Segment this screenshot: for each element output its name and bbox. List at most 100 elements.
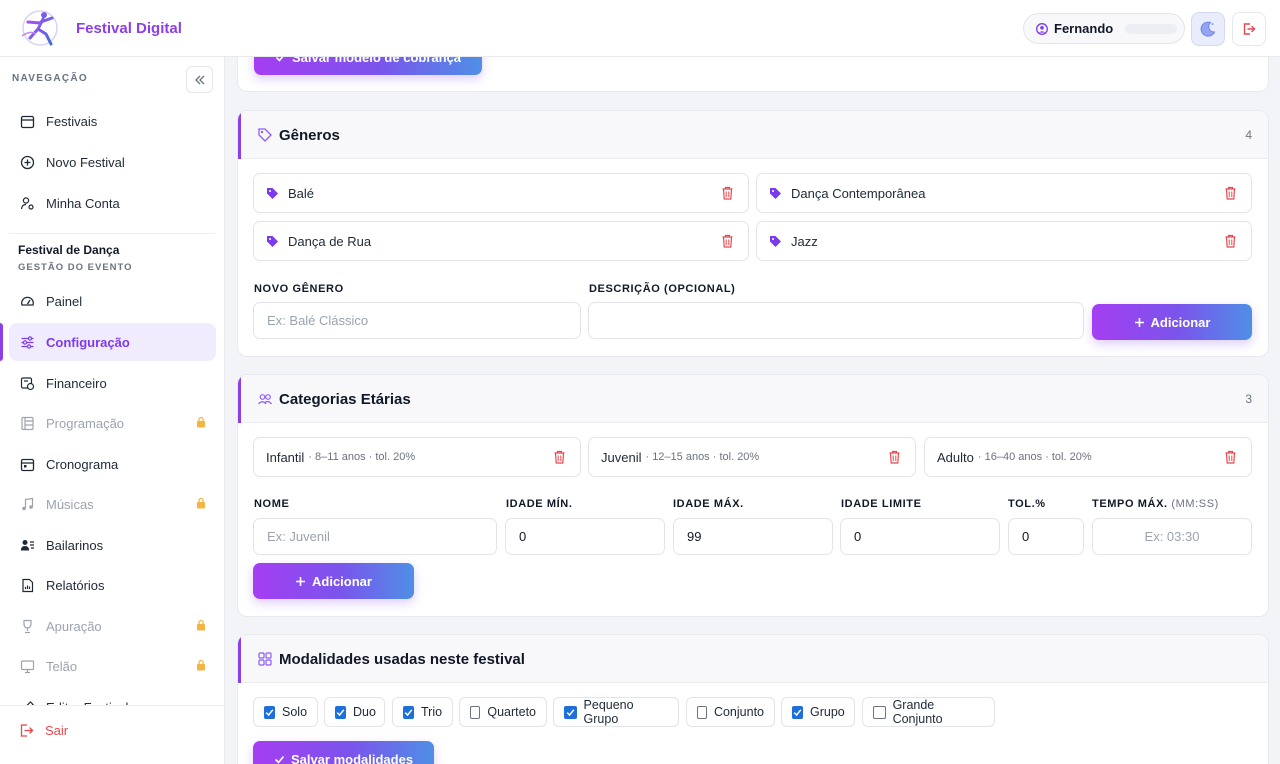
genres-header: Gêneros 4 bbox=[238, 111, 1268, 159]
sidebar-item-novo-festival[interactable]: Novo Festival bbox=[9, 143, 216, 181]
age-category-name: Infantil bbox=[266, 449, 305, 465]
logout-button[interactable]: Sair bbox=[19, 723, 68, 738]
limit-age-input[interactable] bbox=[840, 518, 1000, 555]
check-icon bbox=[274, 754, 285, 764]
user-name: Fernando bbox=[1054, 21, 1114, 36]
checkbox-unchecked[interactable] bbox=[470, 705, 481, 719]
trophy-icon bbox=[19, 618, 35, 634]
max-time-unit: (MM:SS) bbox=[1171, 498, 1219, 510]
genre-description-input[interactable] bbox=[588, 302, 1084, 339]
collapse-sidebar-button[interactable] bbox=[186, 66, 213, 93]
modality-label: Solo bbox=[282, 705, 308, 719]
sidebar-item-financeiro[interactable]: Financeiro bbox=[9, 364, 216, 402]
category-name-input[interactable] bbox=[253, 518, 497, 555]
chevrons-left-icon bbox=[194, 74, 206, 86]
delete-genre-button[interactable] bbox=[1224, 234, 1237, 248]
delete-genre-button[interactable] bbox=[1224, 186, 1237, 200]
modalities-title: Modalidades usadas neste festival bbox=[279, 651, 525, 668]
delete-category-button[interactable] bbox=[553, 450, 566, 464]
user-icon bbox=[1036, 22, 1048, 35]
modality-solo[interactable]: Solo bbox=[253, 697, 318, 727]
user-gear-icon bbox=[19, 195, 35, 211]
delete-genre-button[interactable] bbox=[721, 186, 734, 200]
sidebar-item-painel[interactable]: Painel bbox=[9, 282, 216, 320]
music-icon bbox=[19, 496, 35, 512]
sidebar-item-telao[interactable]: Telão bbox=[9, 647, 216, 685]
modality-quarteto[interactable]: Quarteto bbox=[459, 697, 547, 727]
checkbox-checked[interactable] bbox=[403, 705, 414, 719]
modality-grupo[interactable]: Grupo bbox=[781, 697, 855, 727]
age-category-chip: Adulto · 16–40 anos · tol. 20% bbox=[924, 437, 1252, 477]
user-menu[interactable]: Fernando bbox=[1023, 13, 1185, 44]
modalities-header: Modalidades usadas neste festival bbox=[238, 635, 1268, 683]
modality-grande-conjunto[interactable]: Grande Conjunto bbox=[862, 697, 995, 727]
genre-name: Dança Contemporânea bbox=[791, 185, 926, 201]
delete-category-button[interactable] bbox=[1224, 450, 1237, 464]
new-genre-input[interactable] bbox=[253, 302, 581, 339]
max-time-input[interactable] bbox=[1092, 518, 1252, 555]
dancers-icon bbox=[19, 537, 35, 553]
modality-trio[interactable]: Trio bbox=[392, 697, 453, 727]
top-bar: Festival Digital Fernando bbox=[0, 0, 1280, 57]
dancer-logo-icon bbox=[16, 8, 60, 48]
sidebar-item-relatorios[interactable]: Relatórios bbox=[9, 566, 216, 604]
logout-top-button[interactable] bbox=[1232, 12, 1266, 46]
tag-icon bbox=[266, 235, 279, 248]
sidebar-item-label: Músicas bbox=[46, 496, 94, 512]
modality-label: Duo bbox=[353, 705, 376, 719]
logout-icon bbox=[1242, 22, 1256, 36]
sidebar: NAVEGAÇÃO Festivais Novo Festival Minha … bbox=[0, 57, 225, 764]
modality-label: Trio bbox=[421, 705, 443, 719]
checkbox-checked[interactable] bbox=[264, 705, 275, 719]
modality-duo[interactable]: Duo bbox=[324, 697, 385, 727]
sidebar-item-bailarinos[interactable]: Bailarinos bbox=[9, 526, 216, 564]
checkbox-unchecked[interactable] bbox=[697, 705, 707, 719]
sidebar-item-configuracao[interactable]: Configuração bbox=[9, 323, 216, 361]
lock-icon bbox=[196, 497, 206, 509]
theme-toggle-button[interactable] bbox=[1191, 12, 1225, 46]
modality-label: Conjunto bbox=[713, 705, 764, 719]
monitor-icon bbox=[19, 658, 35, 674]
modality-conjunto[interactable]: Conjunto bbox=[686, 697, 775, 727]
sidebar-item-label: Configuração bbox=[46, 334, 130, 350]
sidebar-item-label: Financeiro bbox=[46, 375, 107, 391]
min-age-input[interactable] bbox=[505, 518, 665, 555]
header-accent bbox=[238, 635, 241, 683]
max-age-input[interactable] bbox=[673, 518, 833, 555]
sidebar-item-musicas[interactable]: Músicas bbox=[9, 485, 216, 523]
genre-chip: Dança de Rua bbox=[253, 221, 749, 261]
save-modalities-button[interactable]: Salvar modalidades bbox=[253, 741, 434, 764]
sidebar-item-programacao[interactable]: Programação bbox=[9, 404, 216, 442]
lock-icon bbox=[196, 659, 206, 671]
sidebar-item-label: Painel bbox=[46, 293, 83, 309]
lock-icon bbox=[196, 416, 206, 428]
sidebar-item-label: Festivais bbox=[46, 113, 98, 129]
checkbox-checked[interactable] bbox=[564, 705, 577, 719]
sidebar-divider bbox=[9, 233, 215, 234]
add-category-label: Adicionar bbox=[312, 573, 372, 589]
modality-label: Pequeno Grupo bbox=[583, 698, 634, 726]
checkbox-unchecked[interactable] bbox=[873, 705, 886, 719]
add-category-button[interactable]: Adicionar bbox=[253, 563, 414, 599]
modality-pequeno-grupo[interactable]: Pequeno Grupo bbox=[553, 697, 679, 727]
logout-icon bbox=[19, 723, 34, 738]
active-indicator bbox=[0, 323, 3, 361]
add-genre-button[interactable]: Adicionar bbox=[1092, 304, 1252, 340]
age-category-meta: · 8–11 anos · tol. 20% bbox=[308, 451, 416, 463]
logout-label: Sair bbox=[45, 723, 69, 738]
moon-icon bbox=[1199, 20, 1217, 38]
sidebar-item-apuracao[interactable]: Apuração bbox=[9, 607, 216, 645]
checkbox-checked[interactable] bbox=[792, 705, 803, 719]
age-categories-count: 3 bbox=[1245, 392, 1252, 406]
sidebar-item-cronograma[interactable]: Cronograma bbox=[9, 445, 216, 483]
age-categories-header: Categorias Etárias 3 bbox=[238, 375, 1268, 423]
tolerance-input[interactable] bbox=[1008, 518, 1084, 555]
sidebar-item-label: Bailarinos bbox=[46, 537, 104, 553]
delete-genre-button[interactable] bbox=[721, 234, 734, 248]
sidebar-item-minha-conta[interactable]: Minha Conta bbox=[9, 184, 216, 222]
brand[interactable]: Festival Digital bbox=[16, 8, 182, 48]
sidebar-item-festivais[interactable]: Festivais bbox=[9, 102, 216, 140]
checkbox-checked[interactable] bbox=[335, 705, 346, 719]
grid-icon bbox=[257, 651, 273, 667]
delete-category-button[interactable] bbox=[888, 450, 901, 464]
